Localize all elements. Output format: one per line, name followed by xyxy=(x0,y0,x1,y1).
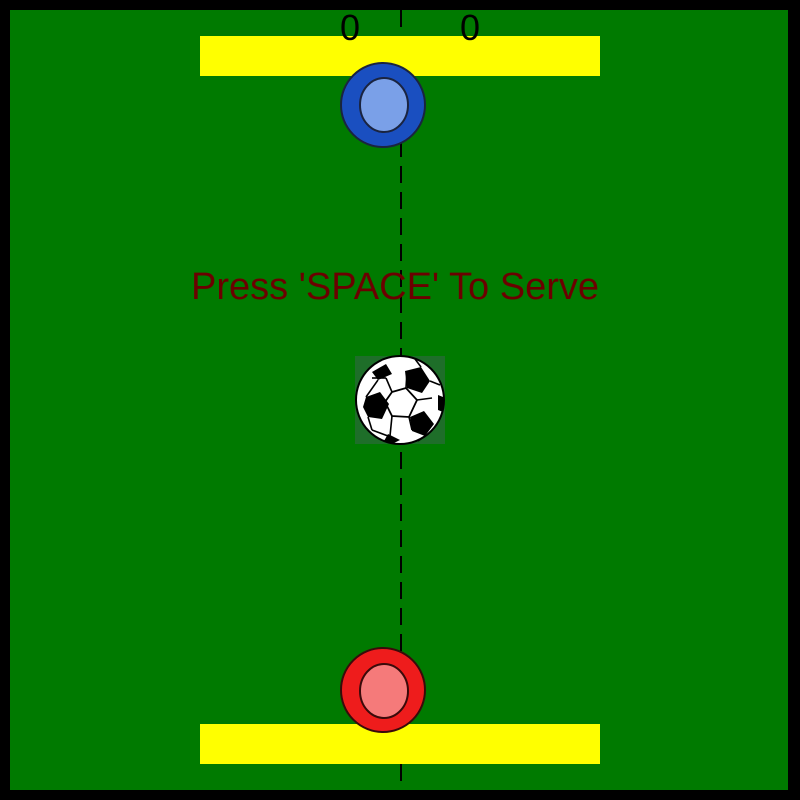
serve-prompt: Press 'SPACE' To Serve xyxy=(190,266,600,308)
score-left: 0 xyxy=(339,7,361,48)
score-right: 0 xyxy=(459,7,481,48)
bottom-goal-bar xyxy=(200,724,600,764)
bottom-paddle[interactable] xyxy=(340,647,426,733)
top-paddle[interactable] xyxy=(340,62,426,148)
soccer-ball-icon xyxy=(355,355,445,445)
right-edge-stripe xyxy=(796,0,800,800)
